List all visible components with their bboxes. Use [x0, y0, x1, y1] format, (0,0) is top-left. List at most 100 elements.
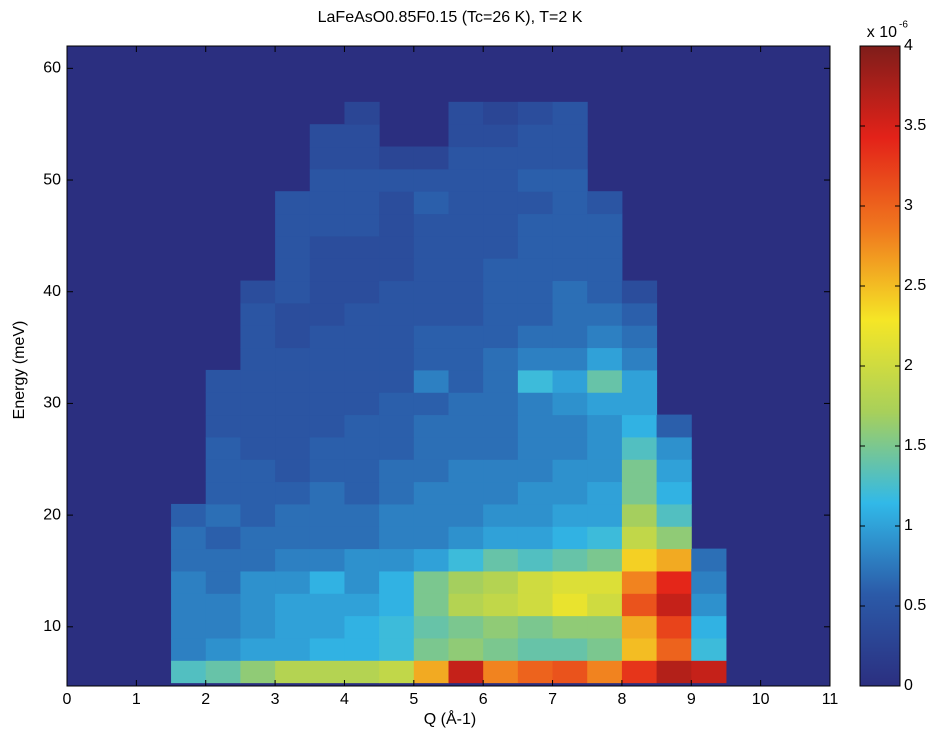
heatmap-cell [621, 637, 658, 661]
heatmap-cell [517, 280, 554, 304]
heatmap-cell [309, 459, 345, 483]
heatmap-cell [448, 369, 484, 393]
heatmap-cell [552, 392, 588, 416]
heatmap-cell [413, 258, 449, 282]
heatmap-cell [171, 570, 207, 594]
heatmap-cell [621, 347, 658, 371]
heatmap-cell [344, 660, 380, 684]
heatmap-cell [448, 302, 484, 326]
colorbar-tick-label: 0 [904, 677, 913, 694]
heatmap-cell [517, 436, 554, 460]
heatmap-cell [275, 258, 311, 282]
heatmap-cell [483, 414, 519, 438]
heatmap-cell [552, 369, 588, 393]
heatmap-cell [344, 325, 380, 349]
heatmap-cell [379, 436, 415, 460]
heatmap-cell [379, 191, 415, 215]
heatmap-cell [344, 369, 380, 393]
heatmap-cell [413, 213, 449, 237]
heatmap-cell [344, 503, 380, 527]
heatmap-cell [309, 481, 345, 505]
heatmap-cell [275, 526, 311, 550]
heatmap-cell [309, 280, 345, 304]
heatmap-cell [413, 369, 449, 393]
heatmap-cell [309, 392, 345, 416]
heatmap-cell [413, 570, 449, 594]
heatmap-cell [171, 660, 207, 684]
heatmap-cell [275, 481, 311, 505]
heatmap-cell [448, 593, 484, 617]
heatmap-cell [413, 503, 449, 527]
heatmap-cell [517, 414, 554, 438]
heatmap-cell [691, 548, 727, 572]
heatmap-cell [552, 436, 588, 460]
colorbar-multiplier: x 10 [867, 24, 897, 41]
heatmap-cell [483, 570, 519, 594]
heatmap-cell [171, 548, 207, 572]
heatmap-cell [483, 459, 519, 483]
heatmap-cell [587, 503, 623, 527]
heatmap-cell [344, 258, 380, 282]
heatmap-cell [309, 146, 345, 170]
heatmap-cell [413, 436, 449, 460]
heatmap-cell [413, 526, 449, 550]
heatmap-cell [275, 302, 311, 326]
heatmap-cell [379, 414, 415, 438]
heatmap-cell [205, 392, 241, 416]
heatmap-cell [517, 101, 554, 125]
heatmap-cell [379, 213, 415, 237]
heatmap-cell [240, 570, 276, 594]
colorbar-tick-label: 4 [904, 37, 913, 54]
heatmap-cell [656, 481, 692, 505]
heatmap-cell [448, 101, 484, 125]
heatmap-cell [205, 414, 241, 438]
heatmap-cell [240, 660, 276, 684]
y-tick-label: 20 [43, 506, 61, 523]
heatmap-cell [309, 570, 345, 594]
x-tick-label: 1 [132, 691, 141, 708]
heatmap-cell [552, 213, 588, 237]
heatmap-cell [379, 258, 415, 282]
heatmap-cell [483, 235, 519, 259]
heatmap-cell [587, 637, 623, 661]
heatmap-cell [483, 280, 519, 304]
heatmap-cell [344, 146, 380, 170]
x-tick-label: 3 [271, 691, 280, 708]
colorbar-exponent: -6 [899, 20, 908, 31]
heatmap-cell [517, 392, 554, 416]
heatmap-cell [552, 347, 588, 371]
heatmap-cell [309, 369, 345, 393]
heatmap-cell [275, 570, 311, 594]
heatmap-cell [344, 124, 380, 148]
heatmap-cell [309, 526, 345, 550]
heatmap-cell [379, 615, 415, 639]
heatmap-cell [379, 459, 415, 483]
heatmap-cell [552, 548, 588, 572]
heatmap-cell [309, 258, 345, 282]
heatmap-cell [413, 481, 449, 505]
heatmap-cell [517, 548, 554, 572]
heatmap-cell [483, 146, 519, 170]
heatmap-cell [483, 213, 519, 237]
heatmap-cell [275, 548, 311, 572]
heatmap-cell [240, 414, 276, 438]
heatmap-cell [309, 637, 345, 661]
heatmap-cell [309, 302, 345, 326]
heatmap-cell [552, 191, 588, 215]
heatmap-cell [691, 660, 727, 684]
heatmap-cell [413, 593, 449, 617]
heatmap-cell [275, 459, 311, 483]
heatmap-cell [275, 191, 311, 215]
heatmap-cell [171, 615, 207, 639]
heatmap-cell [448, 280, 484, 304]
heatmap-cell [691, 637, 727, 661]
heatmap-cell [517, 124, 554, 148]
y-tick-label: 60 [43, 60, 61, 77]
heatmap-cell [621, 548, 658, 572]
heatmap-cell [379, 347, 415, 371]
colorbar-tick-label: 1.5 [904, 437, 926, 454]
heatmap-cell [587, 660, 623, 684]
heatmap-cell [448, 213, 484, 237]
heatmap-cell [379, 503, 415, 527]
heatmap-cell [379, 280, 415, 304]
